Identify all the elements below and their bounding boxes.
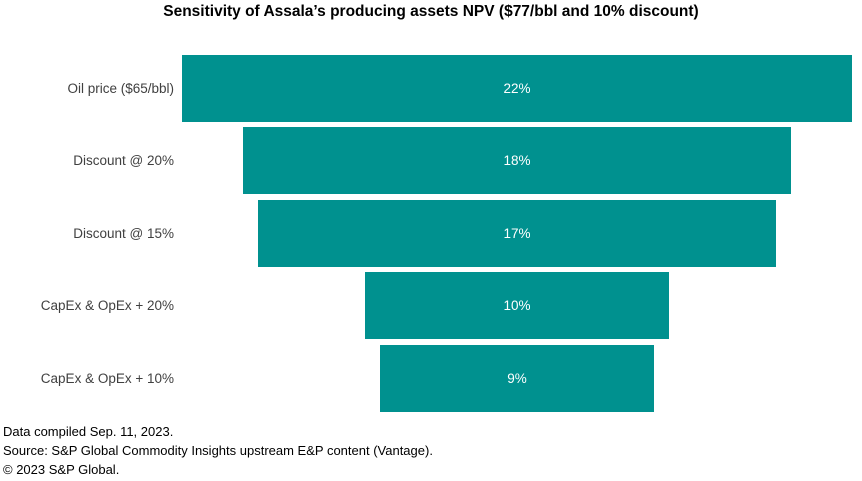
bar-value-label: 10% bbox=[503, 298, 531, 314]
bar-value-label: 22% bbox=[503, 80, 531, 96]
category-label: Discount @ 20% bbox=[73, 153, 174, 169]
chart-rows: Oil price ($65/bbl) 22% Discount @ 20% 18% D… bbox=[0, 52, 852, 415]
footer-source: Source: S&P Global Commodity Insights up… bbox=[3, 442, 433, 458]
bar-value-label: 9% bbox=[507, 370, 527, 386]
chart-row: CapEx & OpEx + 20% 10% bbox=[0, 270, 852, 343]
bar: 22% bbox=[182, 54, 852, 122]
bar-track: 18% bbox=[182, 125, 852, 198]
bar: 17% bbox=[258, 199, 776, 267]
bar: 10% bbox=[364, 272, 670, 340]
chart-title: Sensitivity of Assala’s producing assets… bbox=[163, 3, 699, 20]
bar: 9% bbox=[379, 344, 655, 412]
chart-row: CapEx & OpEx + 10% 9% bbox=[0, 342, 852, 415]
footer-data-compiled: Data compiled Sep. 11, 2023. bbox=[3, 423, 174, 439]
category-label: CapEx & OpEx + 10% bbox=[40, 370, 174, 386]
category-label: CapEx & OpEx + 20% bbox=[40, 298, 174, 314]
category-label: Discount @ 15% bbox=[73, 225, 174, 241]
bar-track: 10% bbox=[182, 270, 852, 343]
bar: 18% bbox=[242, 127, 792, 195]
bar-value-label: 18% bbox=[503, 153, 531, 169]
category-label: Oil price ($65/bbl) bbox=[67, 80, 174, 96]
bar-track: 9% bbox=[182, 342, 852, 415]
chart-row: Oil price ($65/bbl) 22% bbox=[0, 52, 852, 125]
bar-track: 22% bbox=[182, 52, 852, 125]
footer-copyright: © 2023 S&P Global. bbox=[3, 461, 120, 477]
chart-row: Discount @ 20% 18% bbox=[0, 125, 852, 198]
bar-track: 17% bbox=[182, 197, 852, 270]
chart-row: Discount @ 15% 17% bbox=[0, 197, 852, 270]
chart-footer: Data compiled Sep. 11, 2023. Source: S&P… bbox=[3, 422, 433, 479]
bar-value-label: 17% bbox=[503, 225, 531, 241]
